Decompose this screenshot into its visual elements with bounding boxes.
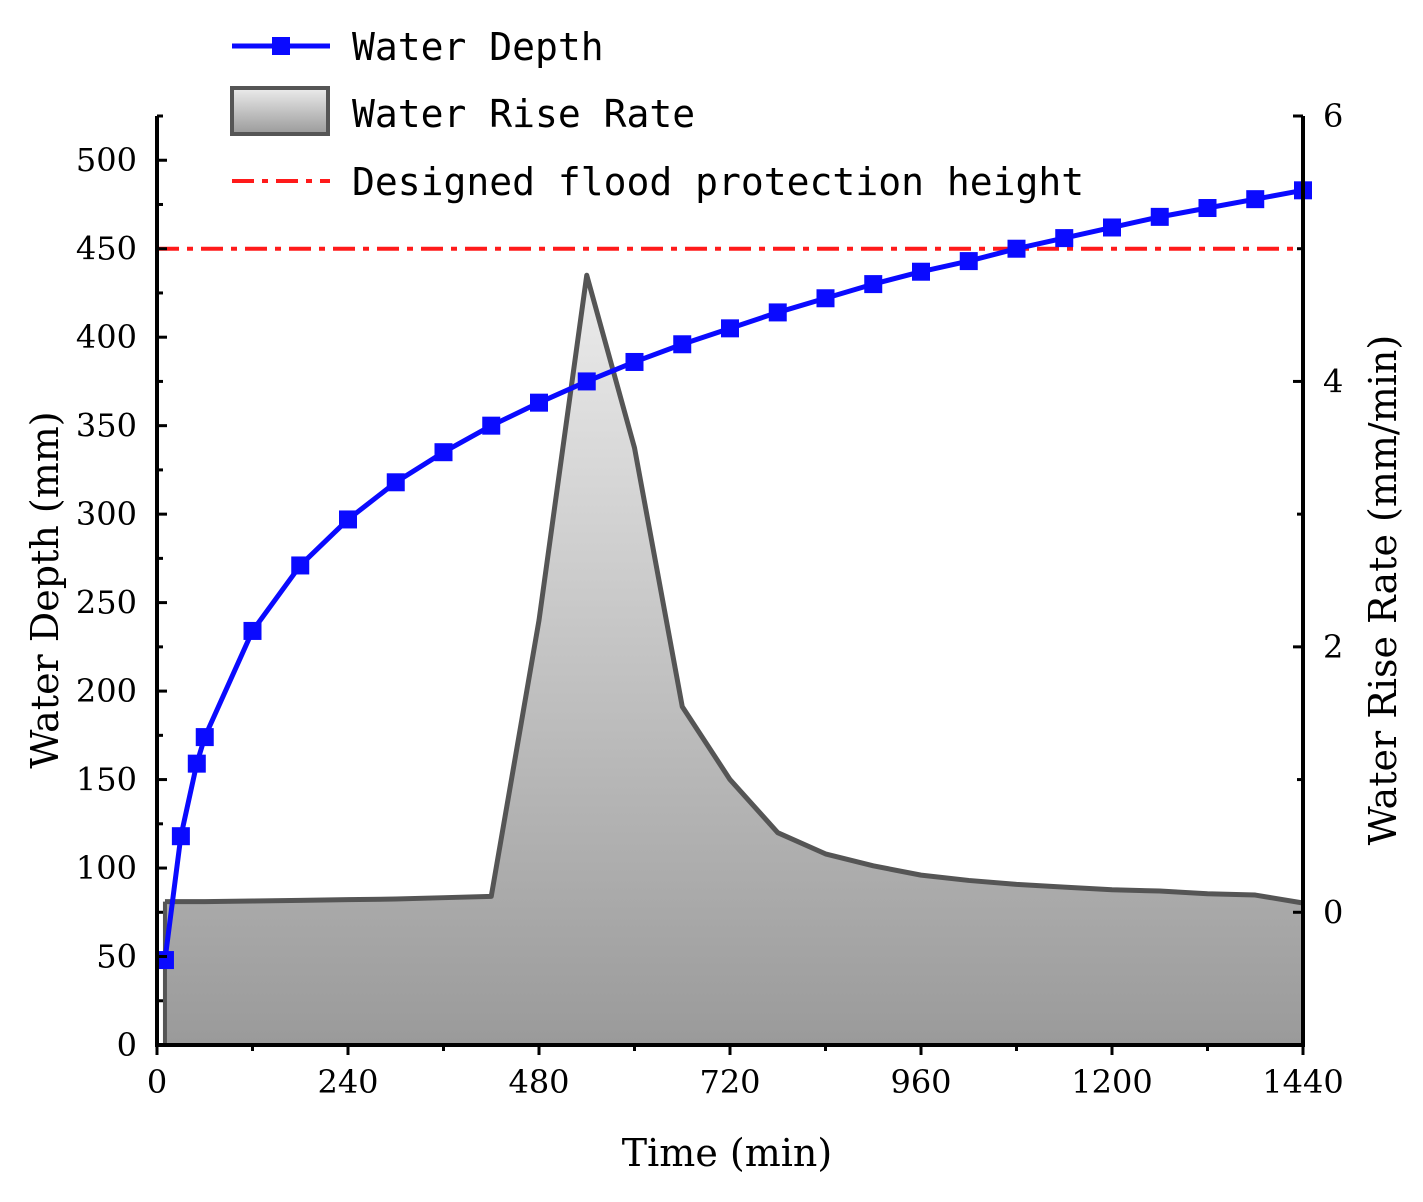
water-depth-point [1055, 229, 1074, 248]
water-depth-point [721, 319, 739, 338]
water-depth-point [187, 754, 206, 773]
right-y-tick-label: 6 [1323, 97, 1343, 135]
water-depth-point [1246, 190, 1265, 209]
legend-water-depth-marker [272, 37, 290, 55]
legend-item-flood-height: Designed flood protection height [232, 160, 1084, 204]
water-depth-point [577, 372, 596, 391]
legend-water-rise-rate-swatch [230, 86, 330, 136]
x-tick-label: 720 [699, 1063, 760, 1101]
legend-label-flood-height: Designed flood protection height [352, 160, 1084, 204]
x-tick-label: 960 [890, 1063, 951, 1101]
left-y-tick-label: 200 [76, 672, 137, 710]
legend: Water Depth Water Rise Rate Designed flo… [230, 25, 1084, 204]
water-rise-rate-outline [164, 272, 1304, 906]
right-y-tick-label: 0 [1323, 893, 1343, 931]
x-tick-label: 480 [508, 1063, 569, 1101]
water-depth-point [1198, 199, 1217, 218]
water-depth-point [864, 275, 883, 294]
water-depth-point [482, 416, 501, 435]
legend-label-water-depth: Water Depth [352, 25, 604, 69]
left-y-tick-label: 450 [76, 230, 137, 268]
water-depth-point [959, 252, 978, 271]
right-y-axis-title: Water Rise Rate (mm/min) [1361, 335, 1405, 845]
water-depth-point [195, 728, 214, 747]
water-depth-point [291, 556, 310, 575]
water-depth-point [1150, 207, 1169, 226]
left-y-tick-label: 400 [76, 318, 137, 356]
x-tick-label: 1440 [1262, 1063, 1343, 1101]
water-depth-point [1007, 239, 1026, 258]
water-depth-point [625, 352, 644, 371]
legend-item-water-rise-rate: Water Rise Rate [230, 86, 695, 136]
x-tick-label: 1200 [1071, 1063, 1152, 1101]
right-y-tick-label: 4 [1323, 362, 1343, 400]
left-y-tick-label: 150 [76, 761, 137, 799]
water-depth-point [386, 473, 405, 492]
water-rise-rate-area [164, 275, 1303, 1045]
left-y-axis-title: Water Depth (mm) [23, 411, 67, 768]
left-y-tick-label: 500 [76, 141, 137, 179]
x-tick-label: 0 [147, 1063, 167, 1101]
left-y-tick-label: 300 [76, 495, 137, 533]
water-depth-point [1103, 218, 1121, 237]
left-y-tick-label: 100 [76, 849, 137, 887]
water-depth-point [243, 621, 262, 640]
left-y-tick-label: 250 [76, 584, 137, 622]
legend-item-water-depth: Water Depth [232, 25, 604, 69]
legend-label-water-rise-rate: Water Rise Rate [352, 92, 695, 136]
water-depth-point [530, 393, 548, 412]
left-y-tick-label: 50 [96, 938, 137, 976]
ticks-layer: 0 240 480 720 960 1200 14400501001502002503003… [76, 97, 1344, 1101]
plot-layer [155, 181, 1312, 1045]
water-depth-point [816, 289, 835, 308]
water-depth-point [434, 443, 453, 462]
right-y-tick-label: 2 [1323, 628, 1343, 666]
left-y-tick-label: 0 [117, 1026, 137, 1064]
x-tick-label: 240 [317, 1063, 378, 1101]
water-depth-point [912, 262, 930, 281]
water-depth-point [768, 303, 787, 322]
x-axis-title: Time (min) [622, 1131, 832, 1175]
water-depth-point [339, 510, 357, 529]
water-depth-point [171, 827, 190, 846]
left-y-tick-label: 350 [76, 407, 137, 445]
water-depth-point [673, 335, 692, 354]
